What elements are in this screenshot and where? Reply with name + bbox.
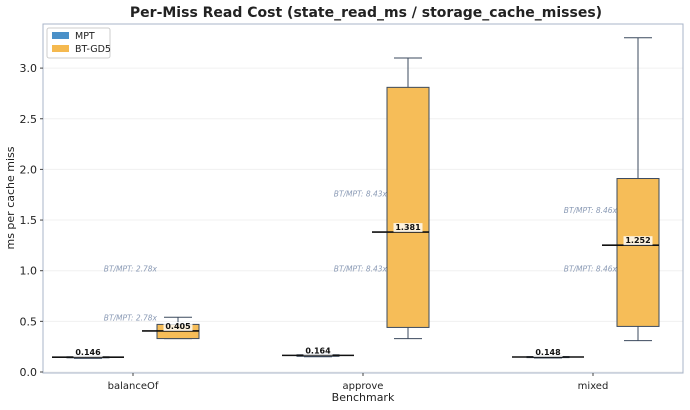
x-tick-label: mixed [578,381,609,392]
y-tick-label: 3.0 [20,62,38,75]
grid [43,67,683,373]
y-axis-label: ms per cache miss [4,146,17,249]
median-label-bg [73,348,103,358]
median-label-bg [393,223,423,233]
median-label: 1.252 [625,236,650,245]
median-label-bg [163,321,193,331]
median-label: 0.164 [305,346,331,355]
y-axis: 0.0 0.5 1.0 1.5 2.0 2.5 3.0 [20,62,43,379]
x-tick-label: balanceOf [108,381,159,392]
box-bt-gd5 [616,178,660,327]
box-bt-gd5 [386,86,430,328]
median-label: 0.146 [75,348,101,357]
ratio-annotation: BT/MPT: 8.46x [564,206,618,215]
legend: MPT BT-GD5 [46,27,111,59]
median-label: 1.381 [395,223,421,232]
y-tick-label: 1.0 [20,265,38,278]
x-axis: balanceOf approve mixed [108,373,609,392]
y-tick-label: 1.5 [20,214,38,227]
ratio-annotation: BT/MPT: 8.43x [334,265,388,274]
chart-title: Per-Miss Read Cost (state_read_ms / stor… [130,5,602,21]
legend-swatch-mpt [52,32,69,39]
y-tick-label: 0.5 [20,315,38,328]
y-tick-label: 2.0 [20,163,38,176]
y-tick-label: 2.5 [20,113,38,126]
x-tick-label: approve [343,381,384,392]
ratio-annotation: BT/MPT: 2.78x [104,313,158,322]
ratio-annotation: BT/MPT: 2.78x [104,265,158,274]
ratio-annotation: BT/MPT: 8.46x [564,265,618,274]
legend-label-bt-gd5: BT-GD5 [75,44,111,55]
median-label: 0.148 [535,348,561,357]
median-label-bg [303,346,333,356]
legend-label-mpt: MPT [75,31,95,42]
median-label-bg [533,348,563,358]
x-axis-label: Benchmark [332,391,395,404]
median-label: 0.405 [165,322,191,331]
legend-swatch-bt-gd5 [52,45,69,52]
ratio-annotation: BT/MPT: 8.43x [334,190,388,199]
y-tick-label: 0.0 [20,366,38,379]
plot-marks: BT/MPT: 2.78x BT/MPT: 2.78x BT/MPT: 8.43x B… [52,37,660,359]
median-label-bg [623,236,653,246]
